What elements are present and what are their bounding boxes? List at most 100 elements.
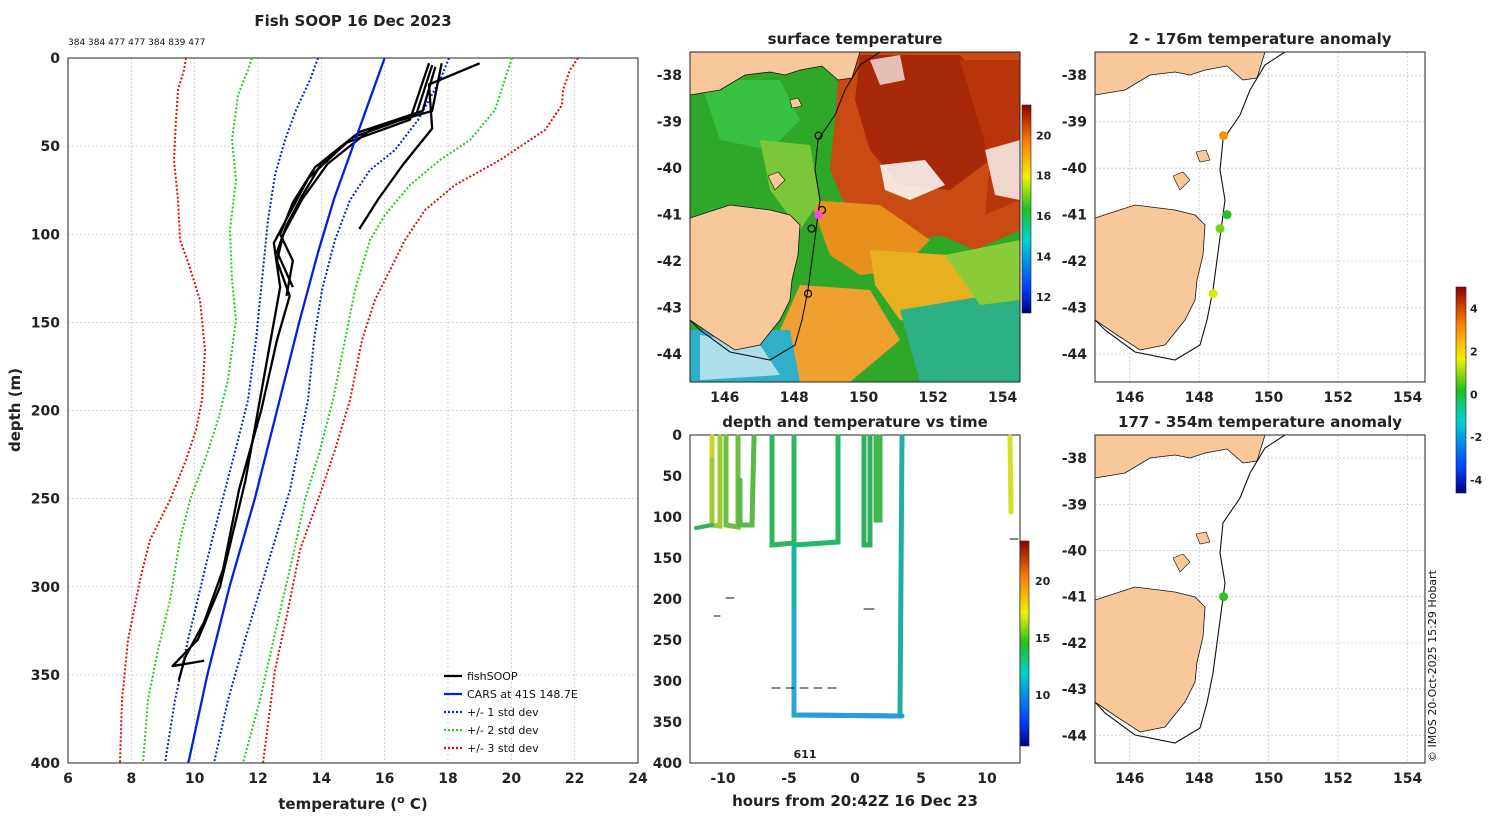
sst-track-point <box>803 289 813 298</box>
dt-ytick: 150 <box>653 551 682 567</box>
profile-legend: fishSOOP CARS at 41S 148.7E +/- 1 std dev +… <box>444 670 578 755</box>
dt-xtick: 5 <box>916 771 926 787</box>
map-ytick: -44 <box>1062 347 1088 363</box>
anom1-point <box>1215 224 1225 234</box>
footer-credit: © IMOS 20-Oct-2025 15:29 Hobart <box>1426 569 1439 762</box>
profile-subtitle: 384 384 477 477 384 839 477 <box>68 38 205 48</box>
profile-grid <box>68 58 638 763</box>
map-xtick: 154 <box>1393 771 1422 787</box>
map-ytick: -44 <box>1062 728 1088 744</box>
dt-colorbar-tick: 15 <box>1035 632 1050 645</box>
dt-xtick: 10 <box>977 771 997 787</box>
profile-ytick: 0 <box>50 51 60 67</box>
map-ytick: -38 <box>657 68 682 84</box>
std1-lower-line <box>164 57 319 764</box>
anom2-ticks: 146 148 150 152 154 -38 -39 -40 -41 -42 -43 -44 <box>1062 451 1423 787</box>
cars-mean-line <box>187 57 386 764</box>
map-xtick: 148 <box>1185 771 1214 787</box>
sst-colorbar-tick: 16 <box>1036 210 1052 223</box>
anom1-axes-box <box>1094 51 1426 383</box>
anom2-title: 177 - 354m temperature anomaly <box>1118 413 1402 431</box>
map-ytick: -40 <box>1062 161 1088 177</box>
anom1-ticks: 146 148 150 152 154 -38 -39 -40 -41 -42 -43 -44 <box>1062 68 1423 406</box>
profile-axes-box <box>67 57 639 764</box>
anomaly-colorbar-tick: -4 <box>1470 474 1483 487</box>
anom1-point <box>1208 289 1218 299</box>
fishsoop-cast-line <box>279 66 437 297</box>
legend-label: CARS at 41S 148.7E <box>467 688 578 701</box>
anomaly-colorbar-tick: -2 <box>1470 431 1482 444</box>
profile-ytick: 300 <box>31 580 60 596</box>
dt-ytick: 300 <box>653 674 682 690</box>
std2-upper-line <box>242 57 513 764</box>
sst-colorbar <box>1021 104 1032 314</box>
profile-ytick: 250 <box>31 492 60 508</box>
profile-ytick: 100 <box>31 227 60 243</box>
profile-ylabel: depth (m) <box>6 368 24 452</box>
dt-annotation: 611 <box>794 748 817 761</box>
map-ytick: -41 <box>657 208 682 224</box>
std3-lower-line <box>119 57 207 764</box>
map-xtick: 148 <box>780 390 809 406</box>
dt-colorbar-ticks: 20 15 10 <box>1035 575 1051 702</box>
map-ytick: -40 <box>657 161 683 177</box>
map-xtick: 146 <box>1115 390 1144 406</box>
map-ytick: -39 <box>657 115 682 131</box>
dt-xtick: -5 <box>781 771 797 787</box>
map-xtick: 146 <box>1115 771 1144 787</box>
map-xtick: 148 <box>1185 390 1214 406</box>
dt-ytick: 400 <box>653 756 682 772</box>
profile-xtick: 14 <box>312 771 332 787</box>
profile-xtick: 10 <box>185 771 205 787</box>
sst-colorbar-ticks: 20 18 16 14 12 <box>1036 129 1052 304</box>
map-ytick: -43 <box>1062 301 1087 317</box>
map-ytick: -38 <box>1062 68 1087 84</box>
map-xtick: 152 <box>1324 390 1353 406</box>
profile-xlabel-end: C) <box>405 795 428 813</box>
dt-ytick: 50 <box>663 469 683 485</box>
map-ytick: -41 <box>1062 590 1087 606</box>
anomaly-colorbar-tick: 2 <box>1470 345 1478 358</box>
map-ytick: -42 <box>1062 636 1087 652</box>
profile-xtick: 16 <box>375 771 394 787</box>
anom1-point <box>1219 131 1229 141</box>
dt-colorbar-tick: 20 <box>1035 575 1051 588</box>
legend-label: +/- 1 std dev <box>467 706 539 719</box>
map-ytick: -44 <box>657 347 683 363</box>
profile-title: Fish SOOP 16 Dec 2023 <box>254 12 451 30</box>
profile-xtick: 8 <box>126 771 136 787</box>
fishsoop-cast-line <box>275 64 434 288</box>
dt-ytick: 0 <box>672 428 682 444</box>
anom2-axes-box <box>1094 434 1426 764</box>
profile-xlabel-sup: o <box>397 793 405 806</box>
map-ytick: -40 <box>1062 543 1088 559</box>
legend-label: fishSOOP <box>467 670 518 683</box>
map-xtick: 154 <box>1393 390 1422 406</box>
anom2-points <box>1219 592 1229 602</box>
dt-xtick: 0 <box>850 771 860 787</box>
anomaly-colorbar-tick: 0 <box>1470 388 1478 401</box>
fishsoop-cast-line <box>358 62 481 230</box>
anom2-point <box>1219 592 1229 602</box>
anomaly-colorbar-tick: 4 <box>1470 302 1478 315</box>
profile-ytick: 200 <box>31 404 60 420</box>
map-ytick: -39 <box>1062 497 1087 513</box>
anom2-map <box>1095 435 1286 744</box>
dt-xtick: -10 <box>710 771 736 787</box>
sst-image <box>690 52 1020 382</box>
profile-xlabel: temperature (o C) <box>278 793 428 813</box>
std1-upper-line <box>213 57 450 764</box>
profile-xtick: 24 <box>628 771 648 787</box>
std2-lower-line <box>142 57 253 764</box>
legend-label: +/- 2 std dev <box>467 724 539 737</box>
anom1-point <box>1222 210 1232 220</box>
sst-ticks: 146 148 150 152 154 -38 -39 -40 -41 -42 -43 -44 <box>657 68 1018 406</box>
map-ytick: -42 <box>1062 254 1087 270</box>
anom1-points <box>1208 131 1232 299</box>
fishsoop-cast-line <box>177 63 443 681</box>
sst-map-panel: surface temperature <box>657 30 1052 406</box>
profile-xtick: 6 <box>63 771 73 787</box>
legend-label: +/- 3 std dev <box>467 742 539 755</box>
profile-xtick: 12 <box>248 771 267 787</box>
